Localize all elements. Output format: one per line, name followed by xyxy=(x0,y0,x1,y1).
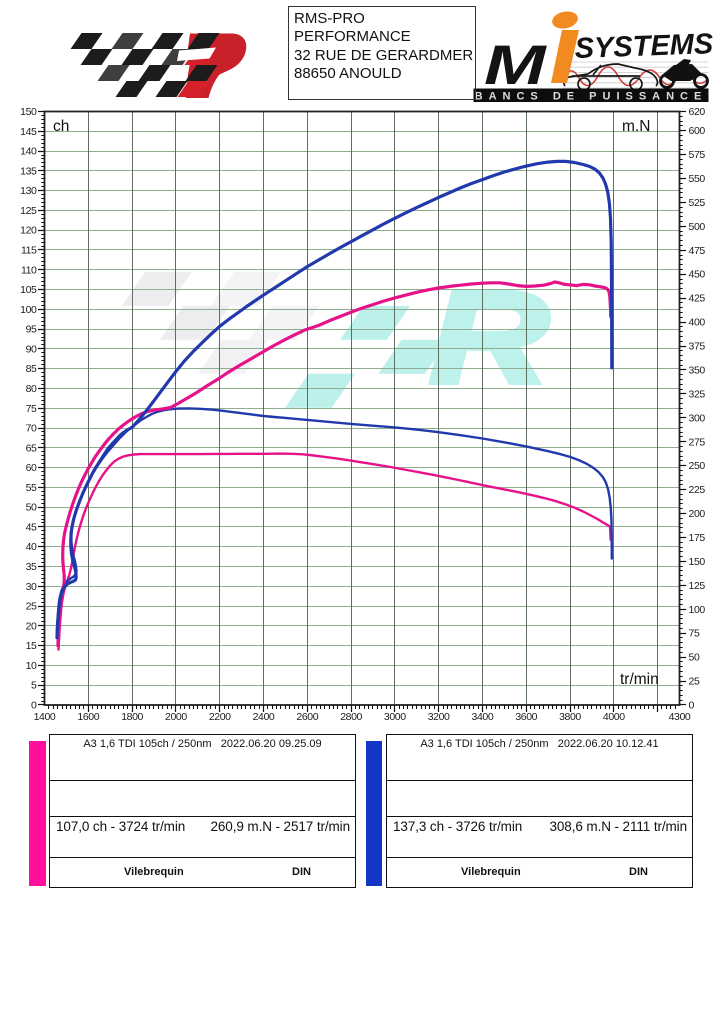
svg-text:600: 600 xyxy=(689,125,706,137)
svg-text:m.N: m.N xyxy=(622,118,650,135)
svg-text:100: 100 xyxy=(689,604,706,616)
svg-text:90: 90 xyxy=(26,343,37,355)
svg-text:375: 375 xyxy=(689,341,706,353)
svg-text:2000: 2000 xyxy=(165,711,187,723)
svg-text:3200: 3200 xyxy=(428,711,450,723)
svg-text:200: 200 xyxy=(689,508,706,520)
svg-text:ch: ch xyxy=(53,118,69,135)
svg-text:50: 50 xyxy=(26,502,37,514)
svg-text:40: 40 xyxy=(26,541,37,553)
svg-text:145: 145 xyxy=(20,126,37,138)
svg-text:5: 5 xyxy=(31,680,37,692)
svg-text:135: 135 xyxy=(20,165,37,177)
svg-text:3000: 3000 xyxy=(384,711,406,723)
svg-text:500: 500 xyxy=(689,221,706,233)
svg-text:20: 20 xyxy=(26,620,37,632)
svg-text:620: 620 xyxy=(689,106,706,118)
svg-text:115: 115 xyxy=(21,245,37,257)
svg-text:25: 25 xyxy=(26,601,37,613)
svg-text:475: 475 xyxy=(689,245,706,257)
svg-text:130: 130 xyxy=(20,185,37,197)
svg-text:60: 60 xyxy=(26,462,37,474)
svg-text:3400: 3400 xyxy=(472,711,494,723)
svg-text:450: 450 xyxy=(689,269,706,281)
svg-text:550: 550 xyxy=(689,173,706,185)
svg-text:250: 250 xyxy=(689,460,706,472)
svg-text:105: 105 xyxy=(20,284,37,296)
svg-text:225: 225 xyxy=(689,484,706,496)
svg-text:425: 425 xyxy=(689,293,706,305)
svg-text:350: 350 xyxy=(689,365,706,377)
svg-text:400: 400 xyxy=(689,317,706,329)
svg-text:BANCS DE PUISSANCE: BANCS DE PUISSANCE xyxy=(475,91,708,103)
svg-text:1800: 1800 xyxy=(121,711,143,723)
svg-text:25: 25 xyxy=(689,676,700,688)
svg-text:M: M xyxy=(484,34,547,96)
svg-text:35: 35 xyxy=(26,561,37,573)
svg-text:575: 575 xyxy=(689,149,706,161)
svg-text:175: 175 xyxy=(689,532,706,544)
svg-text:325: 325 xyxy=(689,388,706,400)
svg-text:2400: 2400 xyxy=(253,711,275,723)
svg-text:SYSTEMS: SYSTEMS xyxy=(574,28,714,65)
svg-text:70: 70 xyxy=(26,423,37,435)
svg-text:55: 55 xyxy=(26,482,37,494)
svg-text:1600: 1600 xyxy=(77,711,99,723)
svg-text:0: 0 xyxy=(689,700,695,712)
svg-text:75: 75 xyxy=(689,628,700,640)
svg-text:3800: 3800 xyxy=(559,711,581,723)
svg-text:275: 275 xyxy=(689,436,706,448)
svg-text:30: 30 xyxy=(26,581,37,593)
svg-text:4300: 4300 xyxy=(669,711,691,723)
svg-text:65: 65 xyxy=(26,442,37,454)
svg-text:15: 15 xyxy=(26,640,37,652)
svg-text:150: 150 xyxy=(20,106,37,118)
svg-text:140: 140 xyxy=(20,146,37,158)
svg-text:125: 125 xyxy=(689,580,706,592)
svg-text:45: 45 xyxy=(26,522,37,534)
svg-text:75: 75 xyxy=(26,403,37,415)
svg-text:2200: 2200 xyxy=(209,711,231,723)
svg-text:525: 525 xyxy=(689,197,706,209)
svg-text:1400: 1400 xyxy=(34,711,56,723)
svg-text:120: 120 xyxy=(20,225,37,237)
svg-text:80: 80 xyxy=(26,383,37,395)
svg-text:100: 100 xyxy=(20,304,37,316)
svg-text:150: 150 xyxy=(689,556,706,568)
svg-text:85: 85 xyxy=(26,363,37,375)
svg-text:110: 110 xyxy=(21,264,37,276)
svg-text:95: 95 xyxy=(26,324,37,336)
svg-text:50: 50 xyxy=(689,652,700,664)
svg-text:2600: 2600 xyxy=(296,711,318,723)
svg-text:300: 300 xyxy=(689,412,706,424)
svg-text:125: 125 xyxy=(20,205,37,217)
svg-text:4000: 4000 xyxy=(603,711,625,723)
svg-text:tr/min: tr/min xyxy=(620,671,659,688)
svg-text:3600: 3600 xyxy=(515,711,537,723)
svg-text:2800: 2800 xyxy=(340,711,362,723)
svg-text:10: 10 xyxy=(26,660,37,672)
svg-text:0: 0 xyxy=(31,700,37,712)
